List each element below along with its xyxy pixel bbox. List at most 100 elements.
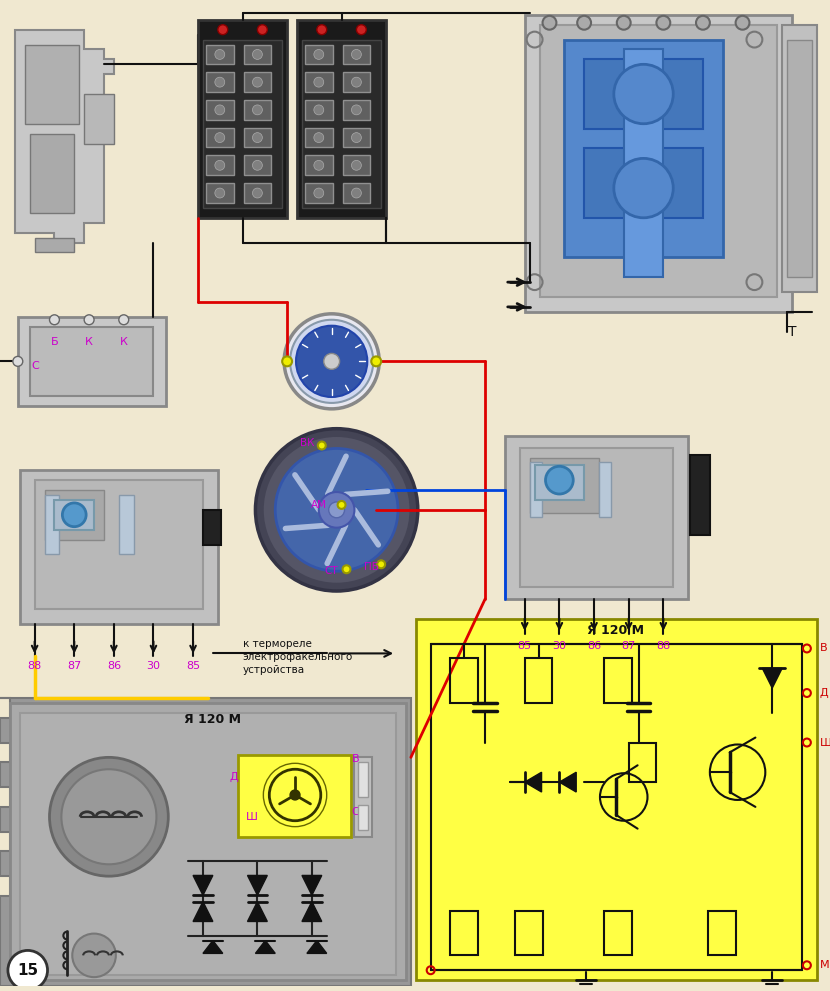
Text: М: М <box>820 960 829 970</box>
Circle shape <box>657 16 671 30</box>
Bar <box>237 755 351 836</box>
Bar <box>305 183 333 203</box>
Circle shape <box>545 467 574 495</box>
Bar <box>599 463 611 516</box>
Bar <box>297 20 386 218</box>
Text: T: T <box>788 325 796 339</box>
Bar <box>305 128 333 148</box>
Circle shape <box>351 188 361 198</box>
Circle shape <box>351 77 361 87</box>
Bar <box>782 25 817 292</box>
Bar <box>690 456 710 534</box>
Text: 30: 30 <box>553 641 566 651</box>
Text: 88: 88 <box>657 641 671 651</box>
Circle shape <box>215 50 225 59</box>
Circle shape <box>290 790 300 800</box>
Bar <box>17 317 166 406</box>
Circle shape <box>215 188 225 198</box>
Bar <box>584 149 703 218</box>
Circle shape <box>252 188 262 198</box>
Polygon shape <box>193 902 212 922</box>
Bar <box>535 466 584 499</box>
Circle shape <box>324 354 339 370</box>
Bar <box>119 496 134 554</box>
Circle shape <box>351 161 361 170</box>
Text: АМ: АМ <box>310 499 327 510</box>
Circle shape <box>314 188 324 198</box>
Bar <box>30 134 74 213</box>
Circle shape <box>343 565 350 573</box>
Text: 86: 86 <box>587 641 601 651</box>
Bar <box>203 40 282 208</box>
Circle shape <box>282 357 292 367</box>
Bar <box>305 100 333 120</box>
Circle shape <box>314 50 324 59</box>
Polygon shape <box>302 902 322 922</box>
Polygon shape <box>203 940 222 953</box>
Circle shape <box>317 25 327 35</box>
Bar <box>604 911 632 955</box>
Polygon shape <box>15 30 114 243</box>
Circle shape <box>356 25 366 35</box>
Bar <box>302 40 381 208</box>
Polygon shape <box>247 875 267 895</box>
Text: Я 120 М: Я 120 М <box>588 624 644 637</box>
Text: Ш: Ш <box>820 737 830 747</box>
Bar <box>243 45 271 64</box>
Circle shape <box>329 501 344 517</box>
Circle shape <box>614 64 673 124</box>
Bar <box>787 40 812 277</box>
Text: 30: 30 <box>146 661 160 671</box>
Text: Я 120 М: Я 120 М <box>184 714 242 726</box>
Circle shape <box>13 357 22 367</box>
Circle shape <box>62 502 86 526</box>
Text: К: К <box>120 337 128 347</box>
Polygon shape <box>307 940 327 953</box>
Bar <box>343 156 370 175</box>
Circle shape <box>319 493 354 527</box>
Text: 15: 15 <box>17 962 38 978</box>
Polygon shape <box>193 875 212 895</box>
Bar <box>530 463 541 516</box>
Circle shape <box>252 161 262 170</box>
Circle shape <box>314 105 324 115</box>
Circle shape <box>215 133 225 143</box>
Circle shape <box>215 161 225 170</box>
Bar <box>520 449 673 587</box>
Bar <box>30 327 154 396</box>
Bar <box>525 15 792 312</box>
Circle shape <box>290 320 374 403</box>
Circle shape <box>276 449 398 571</box>
Text: 85: 85 <box>518 641 532 651</box>
Circle shape <box>351 133 361 143</box>
Circle shape <box>215 105 225 115</box>
Circle shape <box>735 16 749 30</box>
Bar <box>451 658 478 703</box>
Bar <box>515 911 543 955</box>
Bar <box>354 757 373 836</box>
Circle shape <box>8 950 47 990</box>
Bar <box>10 703 406 980</box>
Circle shape <box>338 500 345 508</box>
Circle shape <box>543 16 556 30</box>
Bar <box>564 40 723 258</box>
Bar <box>35 481 203 608</box>
Bar <box>343 183 370 203</box>
Circle shape <box>371 357 381 367</box>
Circle shape <box>351 50 361 59</box>
Bar <box>206 183 234 203</box>
Text: ВК: ВК <box>300 438 314 448</box>
Polygon shape <box>762 668 782 688</box>
Bar <box>198 20 287 218</box>
Bar <box>584 59 703 129</box>
Text: Ш: Ш <box>246 812 257 822</box>
Bar <box>505 436 688 599</box>
Bar <box>343 128 370 148</box>
Bar <box>206 128 234 148</box>
Circle shape <box>84 315 94 325</box>
Bar <box>45 496 60 554</box>
Bar <box>243 128 271 148</box>
Bar <box>20 713 396 975</box>
Text: 86: 86 <box>107 661 121 671</box>
Circle shape <box>50 315 60 325</box>
